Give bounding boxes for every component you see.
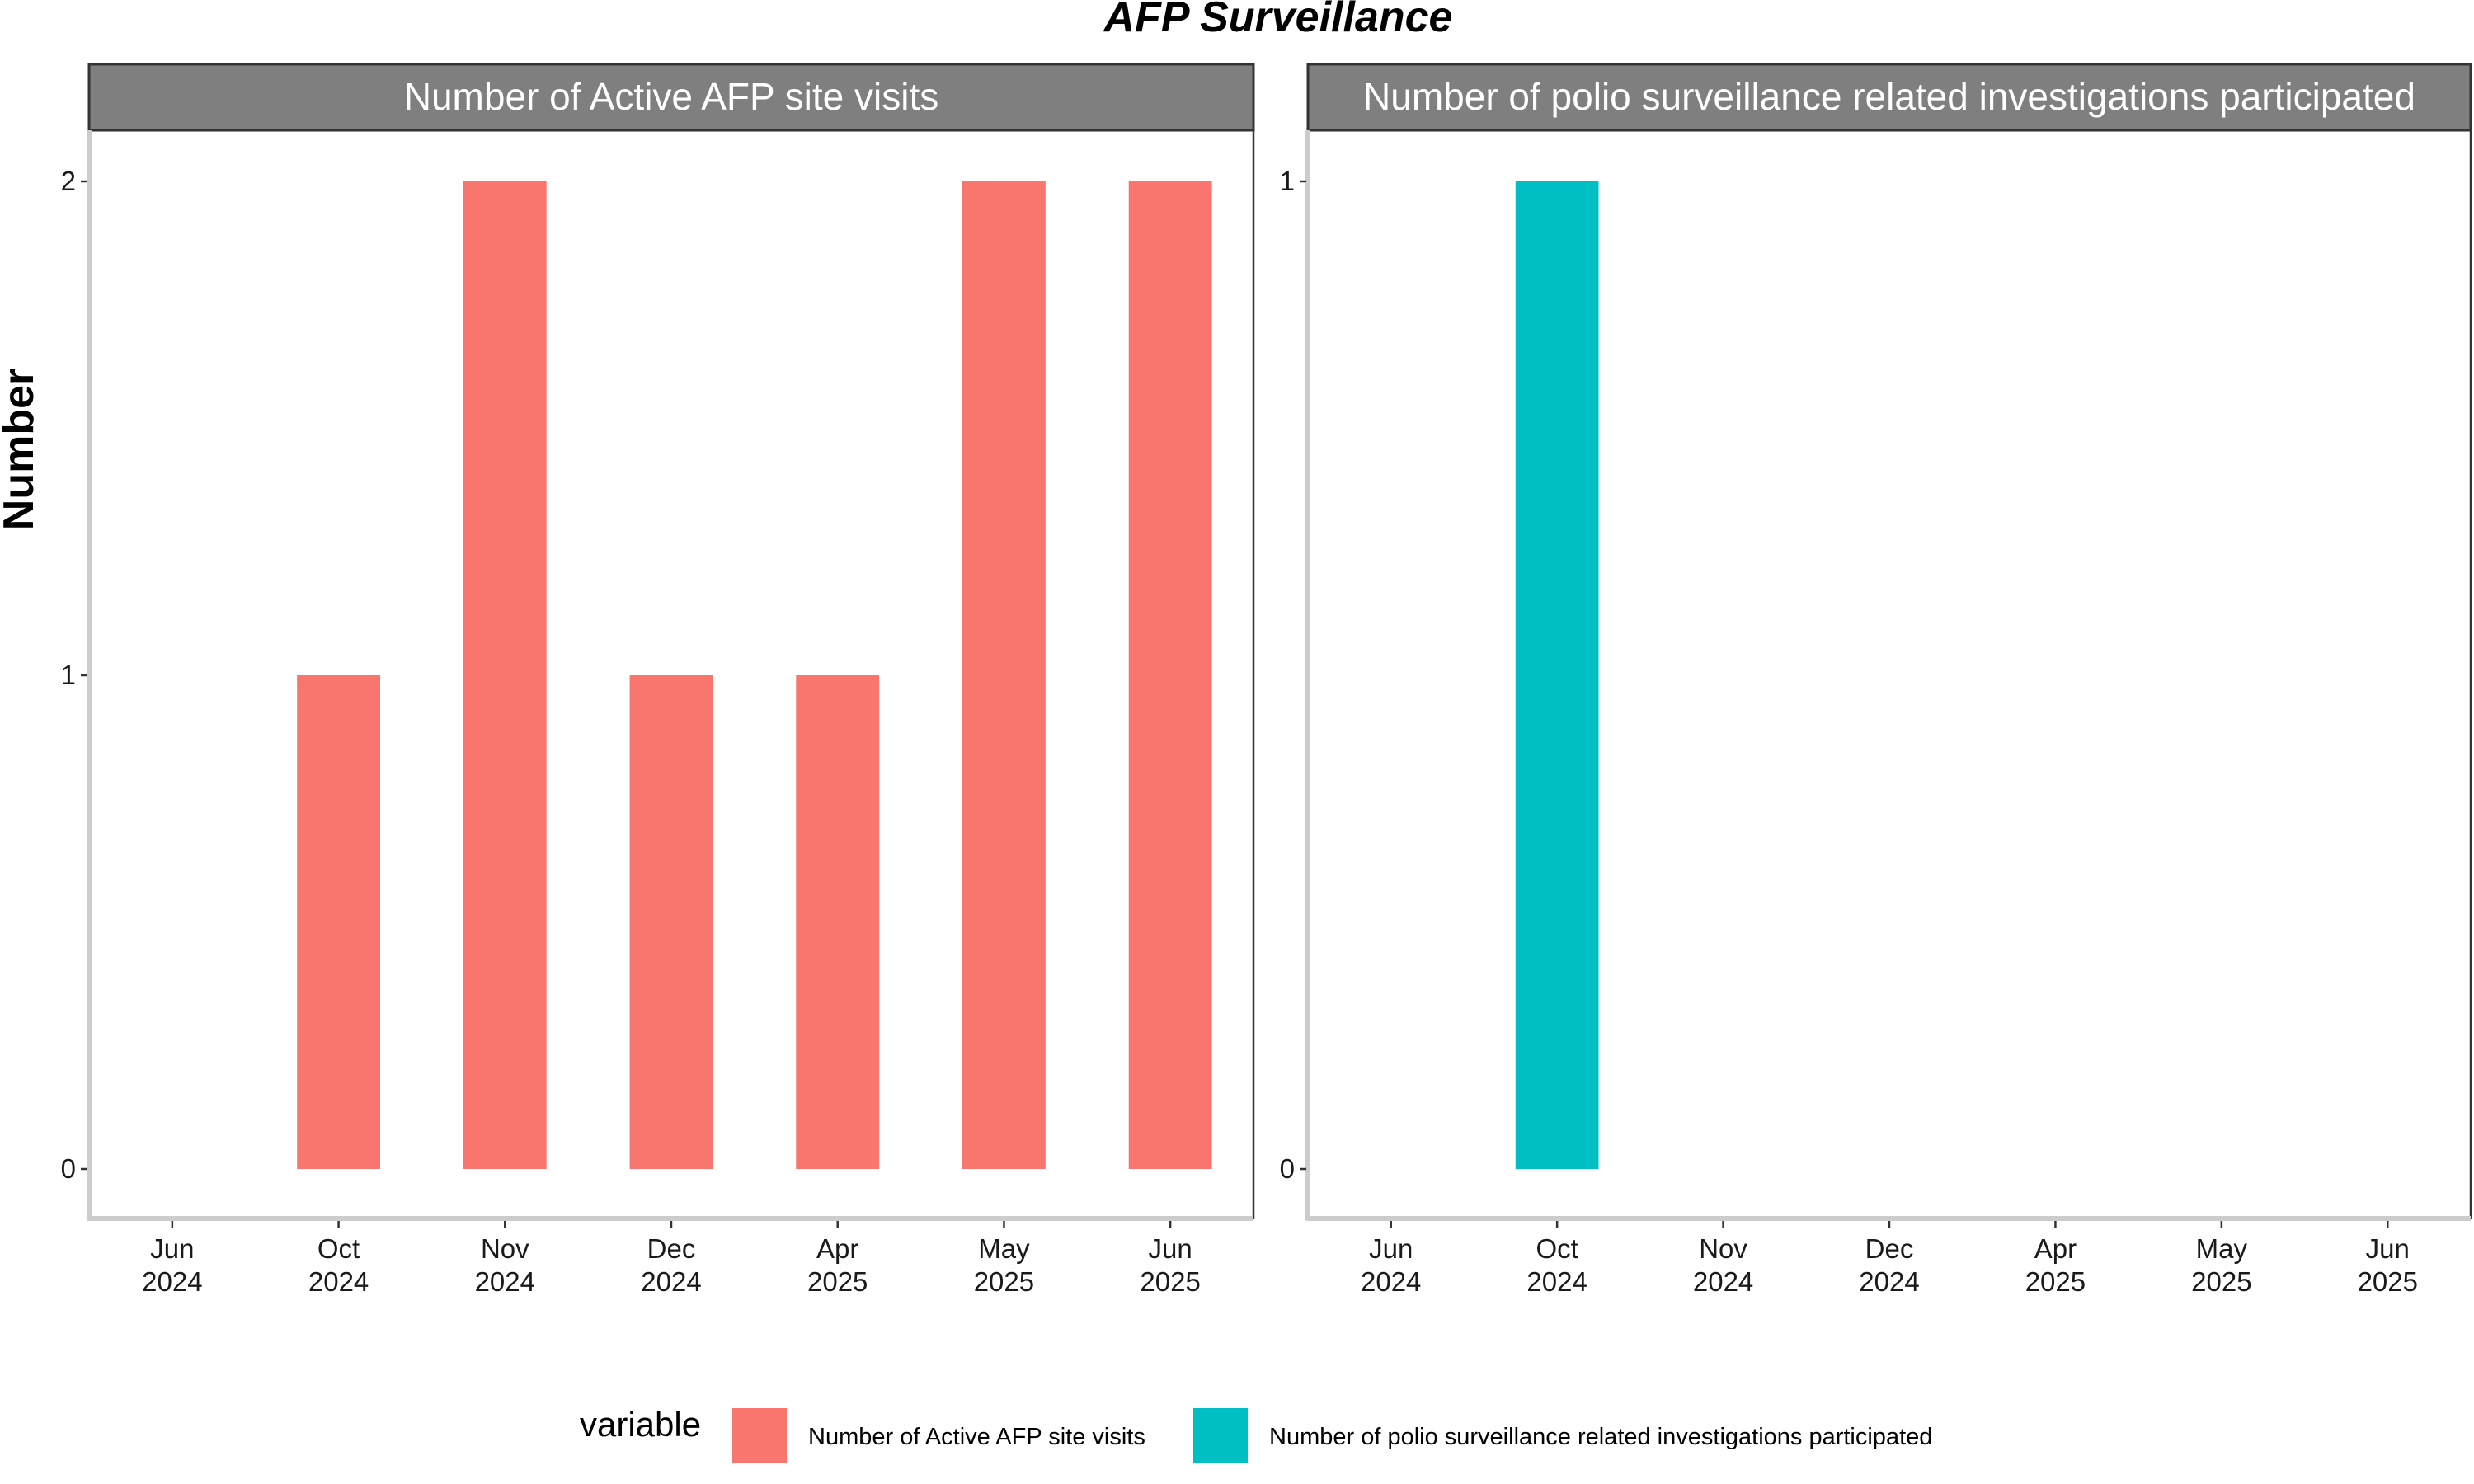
y-tick-label: 2 bbox=[61, 166, 76, 196]
y-tick-label: 1 bbox=[1280, 166, 1295, 196]
bar bbox=[629, 675, 713, 1169]
bar bbox=[463, 181, 547, 1169]
y-tick-label: 0 bbox=[1280, 1153, 1295, 1184]
x-tick-label: Jun 2024 bbox=[1361, 1233, 1421, 1297]
x-tick-label: Nov 2024 bbox=[475, 1233, 535, 1297]
facet-panel-2: Number of polio surveillance related inv… bbox=[1280, 63, 2472, 1297]
x-tick-label: Jun 2025 bbox=[2358, 1233, 2418, 1297]
facet-strip-label: Number of Active AFP site visits bbox=[404, 75, 939, 118]
bar bbox=[796, 675, 880, 1169]
legend-label: Number of polio surveillance related inv… bbox=[1269, 1424, 1932, 1450]
legend-key bbox=[732, 1408, 787, 1463]
bar bbox=[962, 181, 1046, 1169]
panel-border bbox=[1308, 129, 2472, 1219]
x-tick-label: May 2025 bbox=[974, 1233, 1034, 1297]
legend: variable Number of Active AFP site visits… bbox=[580, 1405, 1932, 1463]
y-axis-title: Number bbox=[0, 369, 43, 530]
legend-title: variable bbox=[580, 1405, 701, 1444]
y-tick-label: 1 bbox=[61, 660, 76, 690]
facet-strip-label: Number of polio surveillance related inv… bbox=[1363, 75, 2415, 118]
x-tick-label: Apr 2025 bbox=[2025, 1233, 2086, 1297]
x-tick-label: Oct 2024 bbox=[1526, 1233, 1587, 1297]
panel-border bbox=[89, 129, 1255, 1219]
facet-panels: Number of Active AFP site visits 0 1 2 Jun 20… bbox=[61, 63, 2472, 1297]
facet-panel-1: Number of Active AFP site visits 0 1 2 Jun 20… bbox=[61, 63, 1255, 1297]
x-tick-label: Jun 2024 bbox=[142, 1233, 202, 1297]
facet-strip bbox=[87, 63, 1255, 132]
chart-title: AFP Surveillance bbox=[1103, 0, 1453, 41]
x-tick-label: Dec 2024 bbox=[1859, 1233, 1919, 1297]
y-tick-label: 0 bbox=[61, 1153, 76, 1184]
x-tick-label: Oct 2024 bbox=[308, 1233, 369, 1297]
bar bbox=[1515, 181, 1599, 1169]
x-tick-label: Dec 2024 bbox=[641, 1233, 701, 1297]
x-tick-label: May 2025 bbox=[2191, 1233, 2251, 1297]
bar bbox=[297, 675, 380, 1169]
bar bbox=[1128, 181, 1212, 1169]
legend-label: Number of Active AFP site visits bbox=[808, 1424, 1145, 1450]
x-tick-label: Nov 2024 bbox=[1693, 1233, 1753, 1297]
x-tick-label: Apr 2025 bbox=[807, 1233, 868, 1297]
x-tick-label: Jun 2025 bbox=[1140, 1233, 1200, 1297]
legend-key bbox=[1193, 1408, 1248, 1463]
